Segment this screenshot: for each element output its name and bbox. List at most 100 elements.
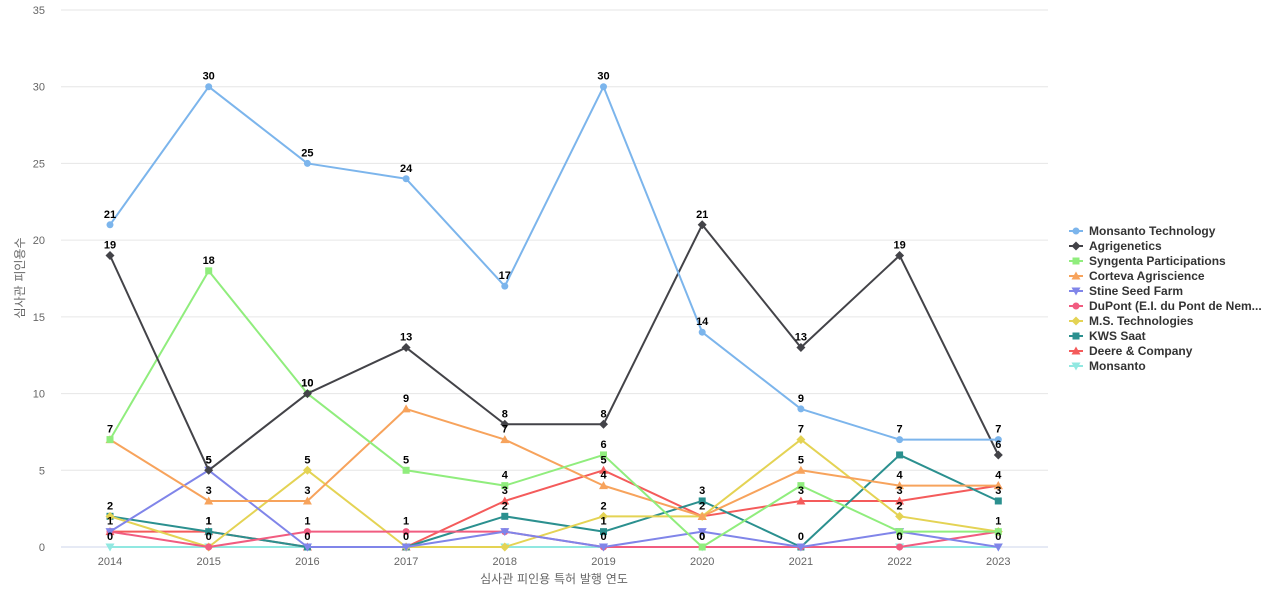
series-1 <box>105 220 1003 475</box>
data-label: 1 <box>600 516 606 528</box>
data-point <box>895 250 905 260</box>
legend-label: DuPont (E.I. du Pont de Nem... <box>1089 299 1262 313</box>
data-label: 10 <box>301 378 313 390</box>
series-line <box>109 407 999 518</box>
data-label: 1 <box>403 516 409 528</box>
data-point <box>205 267 213 275</box>
data-point <box>303 528 311 536</box>
legend-item: DuPont (E.I. du Pont de Nem... <box>1069 299 1262 313</box>
data-label: 5 <box>403 454 409 466</box>
data-point <box>402 466 410 474</box>
data-point <box>599 481 608 490</box>
legend-item: Corteva Agriscience <box>1069 269 1205 283</box>
data-label: 17 <box>499 270 511 282</box>
legend-label: Monsanto <box>1089 359 1146 373</box>
legend-marker <box>1072 332 1080 340</box>
data-point <box>600 528 607 536</box>
data-label: 7 <box>995 424 1001 436</box>
data-point <box>697 511 707 520</box>
data-point <box>697 220 707 230</box>
legend-marker <box>1072 227 1080 235</box>
data-label: 2 <box>502 500 508 512</box>
data-label: 0 <box>206 531 212 543</box>
data-point <box>896 436 904 444</box>
data-point <box>501 282 509 290</box>
data-point <box>401 343 411 353</box>
data-label: 0 <box>897 531 903 543</box>
data-point <box>994 497 1002 505</box>
data-label: 21 <box>696 209 708 221</box>
legend-label: Monsanto Technology <box>1089 224 1216 238</box>
data-point <box>402 175 410 183</box>
data-point <box>500 419 510 429</box>
data-label: 1 <box>206 516 212 528</box>
data-point <box>302 389 312 399</box>
legend-marker <box>1071 362 1081 371</box>
data-point <box>402 528 410 536</box>
data-label: 0 <box>699 531 705 543</box>
series-line <box>109 269 999 548</box>
data-label: 1 <box>995 516 1001 528</box>
data-label: 8 <box>502 408 508 420</box>
y-tick-label: 20 <box>33 235 45 247</box>
legend-item: Agrigenetics <box>1069 239 1162 253</box>
series-8 <box>105 465 1003 551</box>
data-label: 0 <box>600 531 606 543</box>
data-label: 4 <box>897 470 904 482</box>
data-point <box>895 481 905 490</box>
data-point <box>204 465 214 475</box>
data-point <box>895 511 905 521</box>
data-point <box>106 436 114 444</box>
data-point <box>302 496 312 505</box>
data-label: 3 <box>206 485 212 497</box>
data-point <box>797 405 805 413</box>
x-tick-label: 2023 <box>986 556 1010 568</box>
data-point <box>698 328 706 336</box>
legend-marker <box>1071 316 1081 326</box>
legend-label: Deere & Company <box>1089 344 1193 358</box>
data-point <box>105 250 115 260</box>
data-label: 7 <box>107 424 113 436</box>
x-tick-label: 2021 <box>789 556 813 568</box>
data-point <box>599 419 608 429</box>
data-label: 1 <box>107 516 113 528</box>
data-point <box>896 451 904 459</box>
data-point <box>994 528 1002 536</box>
data-point <box>796 543 806 552</box>
data-label: 4 <box>502 470 509 482</box>
data-label: 0 <box>798 531 804 543</box>
data-point <box>896 528 904 536</box>
data-point <box>993 481 1003 490</box>
series-line <box>110 469 999 548</box>
legend-marker <box>1072 302 1080 310</box>
legend-marker <box>1071 271 1081 280</box>
data-label: 3 <box>502 485 508 497</box>
data-point <box>993 543 1003 552</box>
y-tick-label: 30 <box>33 82 45 94</box>
data-point <box>895 496 905 505</box>
legend-marker <box>1071 287 1081 296</box>
y-tick-label: 0 <box>39 542 45 554</box>
data-point <box>600 451 607 459</box>
data-label: 5 <box>600 454 606 466</box>
x-tick-label: 2022 <box>887 556 911 568</box>
legend-marker <box>1071 346 1081 355</box>
data-label: 9 <box>403 393 409 405</box>
data-point <box>698 497 706 505</box>
x-tick-label: 2015 <box>196 556 220 568</box>
data-point <box>797 482 805 490</box>
x-tick-label: 2016 <box>295 556 319 568</box>
x-tick-label: 2017 <box>394 556 418 568</box>
legend-label: Stine Seed Farm <box>1089 284 1183 298</box>
data-label: 3 <box>304 485 310 497</box>
data-label: 3 <box>995 485 1001 497</box>
data-label: 5 <box>304 454 310 466</box>
x-tick-label: 2014 <box>98 556 122 568</box>
series-line <box>109 469 999 548</box>
data-point <box>500 435 510 444</box>
legend-item: KWS Saat <box>1069 329 1146 343</box>
data-label: 2 <box>107 500 113 512</box>
data-point <box>105 511 115 521</box>
